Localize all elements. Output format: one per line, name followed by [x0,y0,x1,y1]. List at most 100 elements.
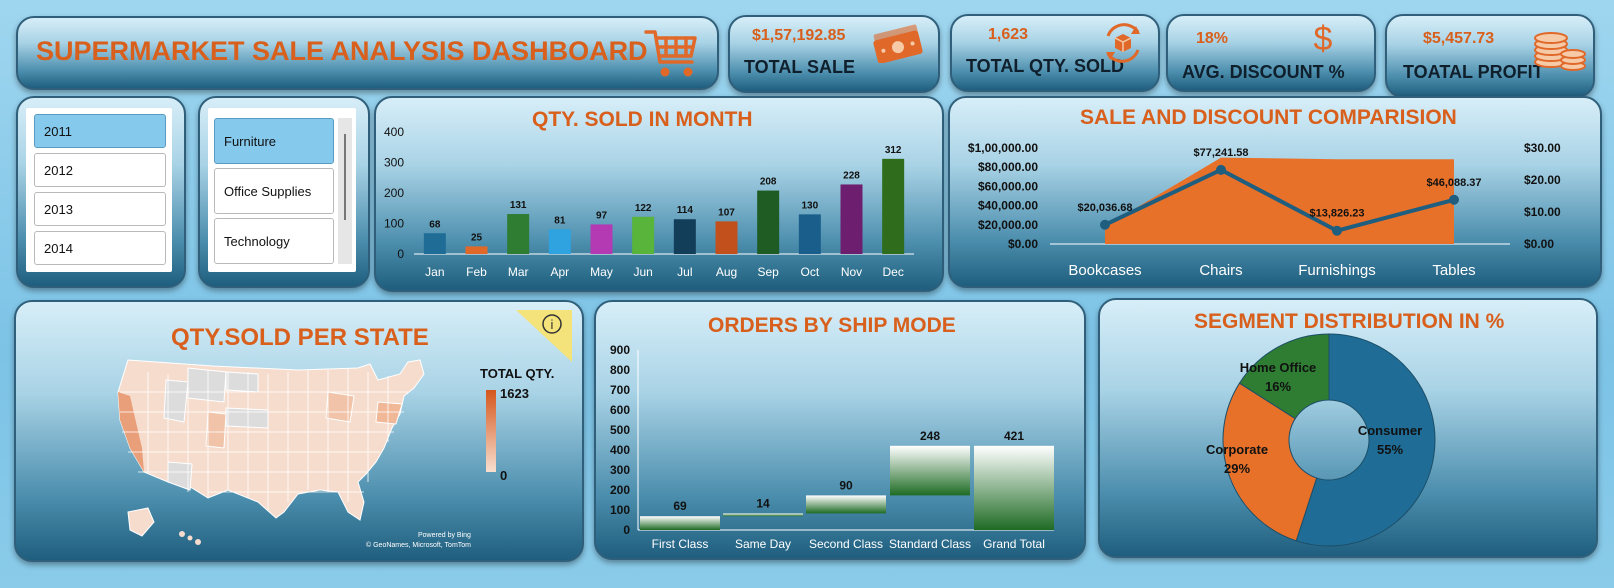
sales-data-label: $13,826.23 [1309,208,1364,220]
data-label: 131 [510,200,527,211]
y-tick-label: 900 [610,343,630,357]
y-tick-label: 200 [610,483,630,497]
slice-value-label: 55% [1377,442,1403,457]
map-legend-max: 1623 [500,386,529,401]
data-label: 14 [756,496,770,510]
y-left-tick-label: $1,00,000.00 [968,141,1038,155]
slicer-item-2011[interactable]: 2011 [34,114,166,148]
slicer-item-furniture[interactable]: Furniture [214,118,334,164]
bar-feb [465,246,488,254]
bar-standard-class [890,445,970,496]
slice-label: Home Office [1240,360,1317,375]
x-tick-label: Feb [466,265,487,279]
sales-point [1100,219,1110,230]
x-tick-label: Sep [757,265,779,279]
info-icon: i [551,317,554,332]
dashboard-title: SUPERMARKET SALE ANALYSIS DASHBOARD [36,36,648,66]
slice-value-label: 29% [1224,461,1250,476]
bar-jun [632,216,655,254]
map-legend-gradient [486,390,496,472]
sale-discount-chart: $0.00 $20,000.00 $40,000.00 $60,000.00 $80,0… [968,141,1561,279]
y-right-tick-label: $0.00 [1524,237,1554,251]
x-tick-label: Jun [633,265,652,279]
us-map[interactable] [108,352,438,552]
chart-title: QTY. SOLD IN MONTH [532,108,753,131]
y-tick-label: 100 [610,503,630,517]
x-tick-label: Mar [508,265,529,279]
map-credit-2: © GeoNames, Microsoft, TomTom [366,542,471,549]
slice-label: Corporate [1206,442,1268,457]
bar-mar [507,214,530,254]
y-left-tick-label: $40,000.00 [978,199,1038,213]
kpi-label: AVG. DISCOUNT % [1182,62,1345,82]
y-tick-label: 0 [623,523,630,537]
x-tick-label: Tables [1432,262,1475,279]
bar-aug [715,221,738,254]
kpi-avg-discount: 18% AVG. DISCOUNT % $ [1166,14,1376,92]
sales-point [1216,164,1226,175]
slicer-scroll-thumb[interactable] [344,134,346,220]
map-panel: QTY.SOLD PER STATE i Powered by Bing © G… [14,300,584,562]
x-tick-label: May [590,265,613,279]
slice-home-office [1238,333,1330,420]
data-label: 421 [1004,429,1024,443]
cart-icon [644,30,697,77]
y-tick-label: 600 [610,403,630,417]
x-tick-label: Aug [716,265,737,279]
sales-point [1449,194,1459,205]
slicer-item-2014[interactable]: 2014 [34,231,166,265]
x-tick-label: Jan [425,265,444,279]
bar-jan [423,233,446,254]
y-tick-label: 0 [397,247,404,261]
x-tick-label: Standard Class [889,537,971,551]
slicer-scrollbar[interactable] [338,118,352,264]
data-label: 248 [920,429,940,443]
data-label: 107 [718,207,735,218]
info-badge[interactable]: i [514,310,574,364]
category-slicer: Furniture Office Supplies Technology [208,108,356,272]
segment-panel: SEGMENT DISTRIBUTION IN % Consumer 55% Cor… [1098,298,1598,558]
data-label: 69 [673,499,687,513]
slicer-item-office-supplies[interactable]: Office Supplies [214,168,334,214]
y-tick-label: 800 [610,363,630,377]
data-label: 122 [635,203,652,214]
bar-sep [757,190,780,254]
slicer-item-2013[interactable]: 2013 [34,192,166,226]
sale-discount-panel: SALE AND DISCOUNT COMPARISION $0.00 $20,0… [948,96,1602,288]
kpi-value: $1,57,192.85 [752,27,846,44]
x-tick-label: Chairs [1199,262,1242,279]
box-cycle-icon [1106,23,1140,63]
map-title: QTY.SOLD PER STATE [171,324,429,351]
slice-corporate [1222,382,1318,542]
data-label: 68 [429,219,441,230]
bar-nov [840,184,863,254]
map-legend-min: 0 [500,468,508,483]
kpi-total-profit: $5,457.73 TOATAL PROFIT [1385,14,1595,98]
slicer-item-2012[interactable]: 2012 [34,153,166,187]
sales-data-label: $46,088.37 [1426,177,1481,189]
dollar-icon: $ [1314,20,1333,58]
x-tick-label: First Class [652,537,709,551]
ship-mode-chart: 0 100 200 300 400 500 600 700 800 900 69 First Clas… [610,343,1054,551]
kpi-label: TOTAL QTY. SOLD [966,56,1125,76]
chart-title: SEGMENT DISTRIBUTION IN % [1194,310,1505,333]
y-tick-label: 100 [384,217,404,231]
slice-consumer [1295,333,1436,547]
data-label: 114 [677,205,694,216]
bar-apr [548,229,571,254]
y-left-tick-label: $20,000.00 [978,218,1038,232]
x-tick-label: Furnishings [1298,262,1376,279]
data-label: 81 [554,215,566,226]
bar-grand-total [974,445,1054,530]
slice-value-label: 16% [1265,379,1291,394]
x-tick-label: Grand Total [983,537,1045,551]
x-tick-label: Bookcases [1068,262,1141,279]
year-slicer: 2011 2012 2013 2014 [26,108,172,272]
sales-line [1104,167,1455,233]
data-label: 228 [843,170,860,181]
sales-data-label: $77,241.58 [1193,147,1248,159]
map-credit-1: Powered by Bing [418,532,471,539]
ship-mode-panel: ORDERS BY SHIP MODE 0 100 200 300 400 500 600 7… [594,300,1086,560]
slicer-item-technology[interactable]: Technology [214,218,334,264]
slice-label: Consumer [1358,423,1422,438]
